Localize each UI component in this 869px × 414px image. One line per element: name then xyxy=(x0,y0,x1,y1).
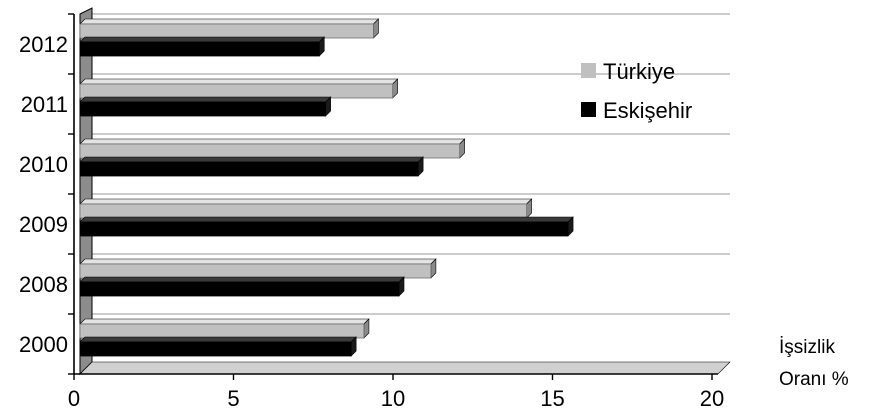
legend-swatch-eskisehir xyxy=(581,102,596,117)
bar-top-Türkiye-2010 xyxy=(79,138,466,145)
bar-top-Eskişehir-2012 xyxy=(79,36,325,43)
bar-Eskişehir-2012 xyxy=(79,41,320,57)
bar-Türkiye-2000 xyxy=(79,323,365,339)
category-label-2000: 2000 xyxy=(19,332,68,357)
category-label-2008: 2008 xyxy=(19,272,68,297)
x-axis-title-line2: Oranı % xyxy=(779,369,849,390)
bar-top-Türkiye-2009 xyxy=(79,198,533,205)
category-label-2009: 2009 xyxy=(19,212,68,237)
legend-label-turkiye: Türkiye xyxy=(603,59,675,84)
x-axis-title-line1: İşsizlik xyxy=(779,337,835,358)
bar-top-Türkiye-2011 xyxy=(79,78,399,85)
bar-Türkiye-2010 xyxy=(79,143,461,159)
floor xyxy=(79,361,731,375)
x-tick-label: 10 xyxy=(381,386,405,411)
legend-label-eskisehir: Eskişehir xyxy=(603,98,692,123)
bar-Eskişehir-2000 xyxy=(79,341,352,357)
category-label-2011: 2011 xyxy=(21,92,68,117)
bar-top-Eskişehir-2008 xyxy=(79,276,405,283)
bar-top-Eskişehir-2000 xyxy=(79,336,357,343)
bar-Türkiye-2011 xyxy=(79,83,394,99)
bar-top-Türkiye-2000 xyxy=(79,318,370,325)
bar-top-Eskişehir-2010 xyxy=(79,156,424,163)
bar-Eskişehir-2008 xyxy=(79,281,400,297)
bars xyxy=(79,18,574,357)
bar-top-Türkiye-2012 xyxy=(79,18,380,25)
bar-Eskişehir-2011 xyxy=(79,101,327,117)
bar-top-Eskişehir-2009 xyxy=(79,216,574,223)
category-label-2010: 2010 xyxy=(19,152,68,177)
x-tick-label: 15 xyxy=(540,386,564,411)
legend-swatch-turkiye xyxy=(581,63,596,78)
grid-lines xyxy=(92,13,730,315)
category-label-2012: 2012 xyxy=(19,32,68,57)
bar-Türkiye-2008 xyxy=(79,263,432,279)
labels: 2012 2011 2010 2009 2008 2000 0 5 10 15 20 xyxy=(19,32,724,411)
bar-Eskişehir-2009 xyxy=(79,221,569,237)
bar-Türkiye-2009 xyxy=(79,203,528,219)
bar-top-Eskişehir-2011 xyxy=(79,96,332,103)
x-tick-label: 5 xyxy=(227,386,239,411)
legend: Türkiye Eskişehir xyxy=(581,59,692,123)
axes xyxy=(68,13,718,380)
bar-Eskişehir-2010 xyxy=(79,161,419,177)
x-tick-label: 20 xyxy=(700,386,724,411)
x-tick-label: 0 xyxy=(68,386,80,411)
bar-Türkiye-2012 xyxy=(79,23,374,39)
bar-top-Türkiye-2008 xyxy=(79,258,437,265)
